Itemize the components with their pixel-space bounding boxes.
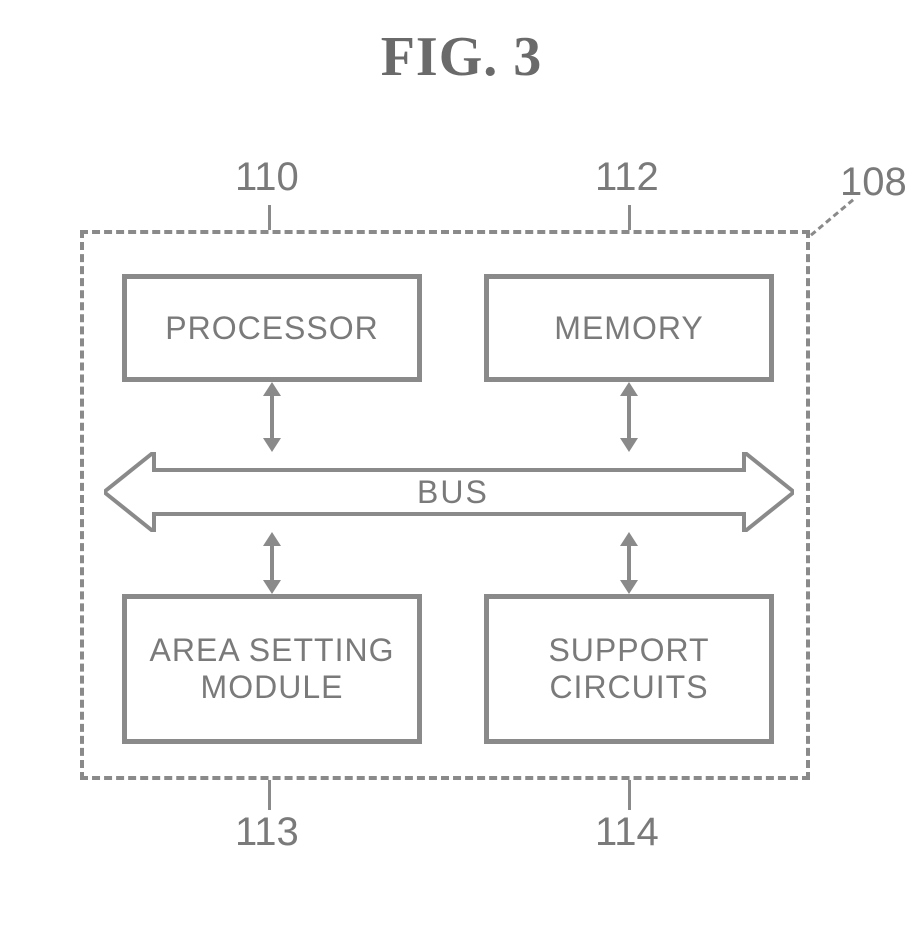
tick-110: [268, 205, 271, 230]
processor-label: PROCESSOR: [165, 310, 378, 347]
processor-block: PROCESSOR: [122, 274, 422, 382]
ref-108: 108: [840, 160, 907, 205]
ref-112: 112: [595, 155, 659, 200]
ref-114: 114: [595, 810, 659, 855]
tick-113: [268, 780, 271, 810]
support-circuits-block: SUPPORT CIRCUITS: [484, 594, 774, 744]
tick-114: [628, 780, 631, 810]
tick-112: [628, 205, 631, 230]
bus-label: BUS: [417, 474, 489, 511]
arrow-area-bus: [265, 532, 279, 594]
figure-page: FIG. 3 110 112 108 113 114 PROCESSOR MEM…: [0, 0, 923, 931]
ref-113: 113: [235, 810, 299, 855]
arrow-support-bus: [622, 532, 636, 594]
ref-110: 110: [235, 155, 299, 200]
arrow-processor-bus: [265, 382, 279, 452]
area-setting-module-label: AREA SETTING MODULE: [150, 632, 395, 706]
leader-108: [810, 199, 854, 237]
memory-label: MEMORY: [554, 310, 703, 347]
support-circuits-label: SUPPORT CIRCUITS: [548, 632, 709, 706]
figure-title: FIG. 3: [0, 25, 923, 89]
area-setting-module-block: AREA SETTING MODULE: [122, 594, 422, 744]
arrow-memory-bus: [622, 382, 636, 452]
controller-container: PROCESSOR MEMORY AREA SETTING MODULE SUP…: [80, 230, 810, 780]
memory-block: MEMORY: [484, 274, 774, 382]
